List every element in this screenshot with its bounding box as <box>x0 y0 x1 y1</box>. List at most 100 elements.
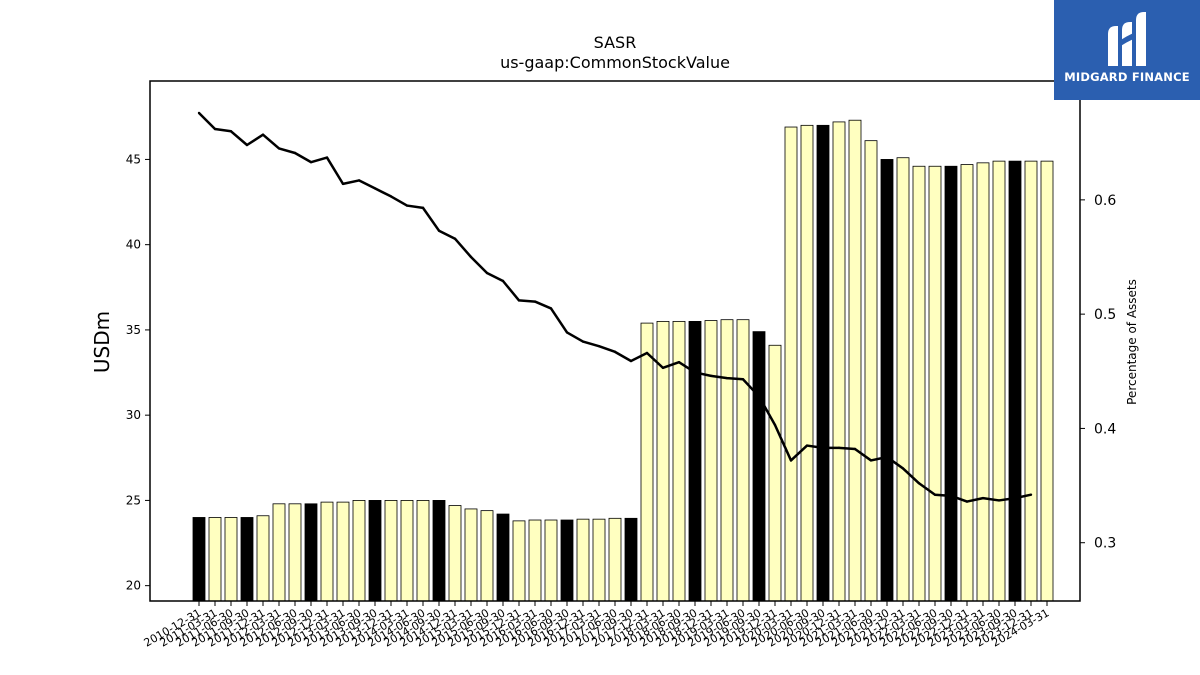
line-point-2015-03-31 <box>469 255 473 259</box>
line-point-2011-12-31 <box>261 133 265 136</box>
bar-2013-09-30 <box>368 500 382 602</box>
left-y-axis: 20 25 30 35 40 45 <box>126 152 150 593</box>
line-point-2019-09-30 <box>757 395 761 398</box>
line-point-2011-09-30 <box>245 143 249 147</box>
line-point-2022-09-30 <box>949 494 953 498</box>
y2-tick-label: 0.5 <box>1094 307 1116 323</box>
line-point-2014-12-31 <box>453 237 457 240</box>
bar-2015-12-31 <box>512 520 526 602</box>
line-point-2016-09-30 <box>565 331 569 334</box>
line-point-2013-06-30 <box>357 179 361 182</box>
bar-2020-03-31 <box>784 126 798 602</box>
line-point-2012-06-30 <box>293 151 297 155</box>
bar-2014-09-30 <box>432 500 446 602</box>
bar-2016-12-31 <box>576 518 590 602</box>
bar-2017-06-30 <box>608 517 622 602</box>
bar-2023-06-30 <box>992 160 1006 602</box>
bar-2021-12-31 <box>896 157 910 602</box>
line-point-2010-12-31 <box>197 111 201 115</box>
line-point-2023-12-31 <box>1029 493 1033 496</box>
line-point-2019-03-31 <box>725 376 729 380</box>
bar-2015-03-31 <box>464 508 478 602</box>
line-point-2014-09-30 <box>437 229 441 232</box>
bar-2023-09-30 <box>1008 160 1022 602</box>
line-point-2015-09-30 <box>501 279 505 283</box>
y-tick-label: 45 <box>126 152 141 166</box>
line-point-2013-03-31 <box>341 182 345 186</box>
bar-2020-09-30 <box>816 124 830 602</box>
line-point-2018-03-31 <box>661 366 665 370</box>
bar-2013-12-31 <box>384 500 398 602</box>
line-point-2018-09-30 <box>693 371 697 374</box>
bar-2017-09-30 <box>624 517 638 602</box>
y2-tick-label: 0.4 <box>1094 421 1116 437</box>
line-point-2022-06-30 <box>933 493 937 496</box>
line-point-2011-06-30 <box>229 130 233 133</box>
line-point-2023-06-30 <box>997 499 1001 502</box>
bar-2017-03-31 <box>592 518 606 602</box>
line-point-2018-06-30 <box>677 360 681 364</box>
bar-2019-12-31 <box>768 344 782 602</box>
right-y-axis-label: Percentage of Assets <box>1125 279 1139 405</box>
y-tick-label: 20 <box>126 579 141 593</box>
y-axis-label: USDm <box>90 311 114 373</box>
bar-2011-03-31 <box>208 517 222 602</box>
bar-2012-12-31 <box>320 501 334 602</box>
logo-text: MIDGARD FINANCE <box>1064 70 1190 84</box>
y-tick-label: 25 <box>126 493 141 507</box>
bar-2021-06-30 <box>864 140 878 602</box>
line-point-2020-03-31 <box>789 459 793 462</box>
line-point-2016-12-31 <box>581 340 585 343</box>
bar-2020-12-31 <box>832 121 846 602</box>
bar-2011-09-30 <box>240 517 254 602</box>
line-point-2019-06-30 <box>741 378 745 381</box>
brand-logo: MIDGARD FINANCE <box>1054 0 1200 100</box>
line-point-2014-06-30 <box>421 206 425 210</box>
line-point-2011-03-31 <box>213 127 217 131</box>
line-point-2017-03-31 <box>597 344 601 348</box>
line-series <box>197 111 1033 503</box>
bar-2019-03-31 <box>720 319 734 602</box>
bar-2011-12-31 <box>256 515 270 602</box>
line-point-2017-12-31 <box>645 351 649 355</box>
line-point-2013-09-30 <box>373 187 377 190</box>
bar-2015-09-30 <box>496 513 510 602</box>
y-tick-label: 30 <box>126 408 141 422</box>
y-tick-label: 35 <box>126 323 141 337</box>
chart-title: SASR <box>594 33 637 52</box>
line-point-2017-09-30 <box>629 359 633 363</box>
line-point-2015-12-31 <box>517 299 521 302</box>
bar-2018-12-31 <box>704 320 718 602</box>
bar-2016-09-30 <box>560 519 574 602</box>
bar-2012-03-31 <box>272 503 286 602</box>
bar-series <box>192 119 1054 602</box>
line-point-2016-03-31 <box>533 300 537 303</box>
logo-mark-icon <box>1108 12 1146 66</box>
line-point-2017-06-30 <box>613 350 617 354</box>
bar-2024-03-31 <box>1040 160 1054 602</box>
bar-2019-06-30 <box>736 319 750 602</box>
bar-2016-03-31 <box>528 519 542 602</box>
bar-2023-03-31 <box>976 162 990 602</box>
line-point-2023-09-30 <box>1013 496 1017 500</box>
y2-tick-label: 0.3 <box>1094 536 1116 552</box>
bar-2012-09-30 <box>304 503 318 602</box>
right-y-axis: 0.3 0.4 0.5 0.6 <box>1080 193 1116 552</box>
line-point-2012-12-31 <box>325 156 329 159</box>
line-point-2014-03-31 <box>405 204 409 207</box>
line-point-2013-12-31 <box>389 195 393 198</box>
line-point-2020-06-30 <box>805 444 809 447</box>
line-point-2016-06-30 <box>549 307 553 310</box>
line-point-2021-03-31 <box>853 447 857 451</box>
line-point-2020-09-30 <box>821 446 825 450</box>
line-point-2019-12-31 <box>773 423 777 427</box>
y2-tick-label: 0.6 <box>1094 193 1116 209</box>
bar-2015-06-30 <box>480 510 494 602</box>
bar-2013-03-31 <box>336 501 350 602</box>
bar-2016-06-30 <box>544 519 558 602</box>
bar-2014-12-31 <box>448 505 462 602</box>
line-point-2021-09-30 <box>885 455 889 459</box>
chart-subtitle: us-gaap:CommonStockValue <box>500 53 730 72</box>
x-axis: 2010-12-312011-03-312011-06-302011-09-30… <box>142 601 1052 650</box>
line-point-2015-06-30 <box>485 271 489 275</box>
